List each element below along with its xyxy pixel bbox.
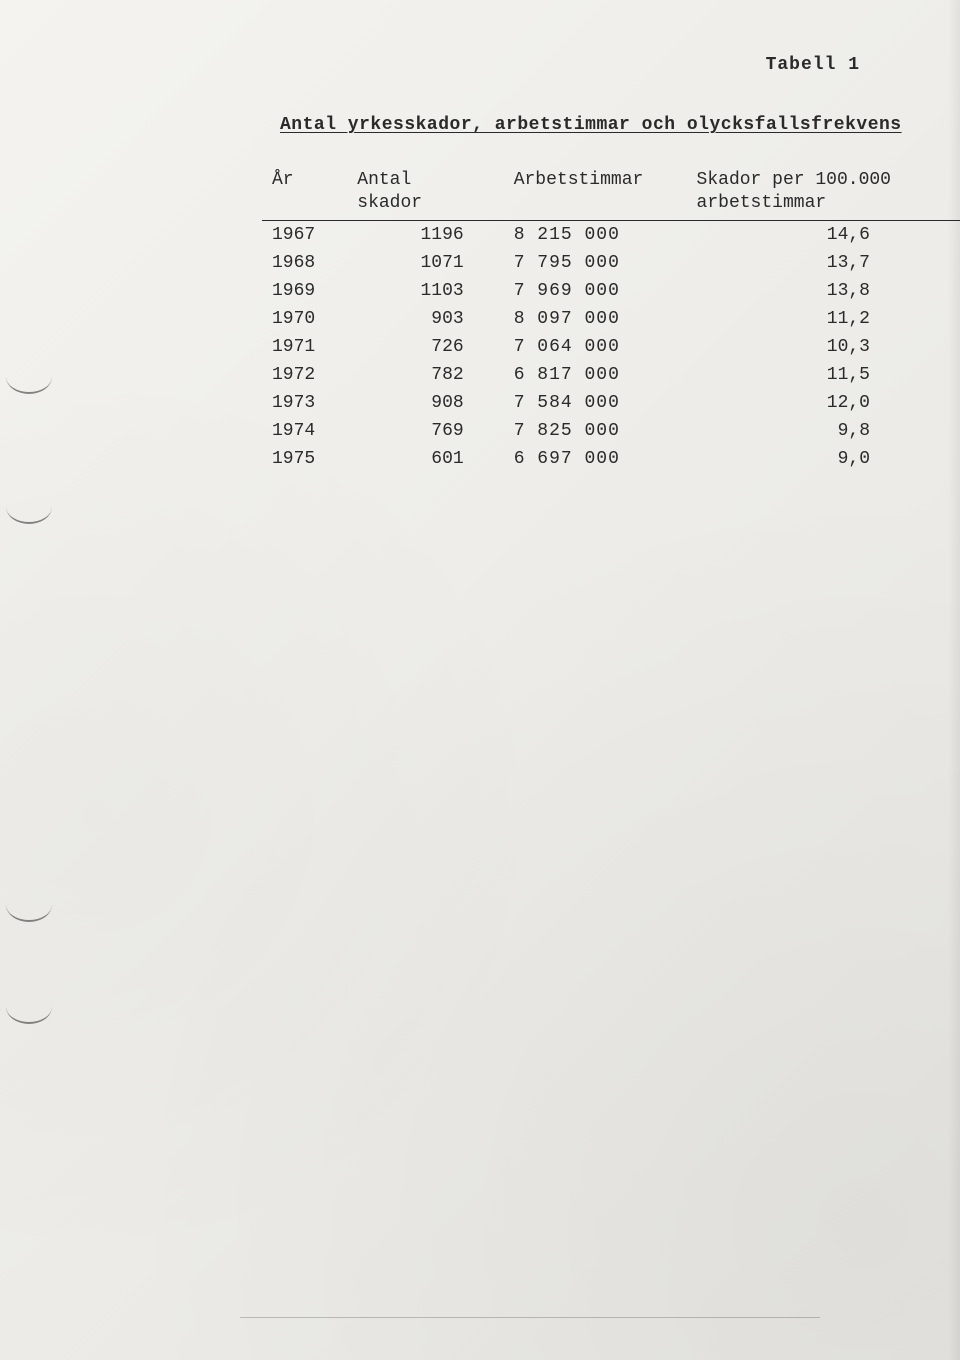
table-row: 1974 769 7 825 000 9,8 [262,417,960,445]
col-header-year: År [262,165,347,221]
cell-year: 1969 [262,277,347,305]
table-title: Antal yrkesskador, arbetstimmar och olyc… [280,115,902,135]
table-row: 1972 782 6 817 000 11,5 [262,361,960,389]
data-table: År Antalskador Arbetstimmar Skador per 1… [262,165,960,473]
cell-hours: 8 097 000 [504,305,687,333]
cell-count: 769 [347,417,503,445]
col-header-rate: Skador per 100.000arbetstimmar [687,165,960,221]
cell-rate: 9,8 [687,417,960,445]
cell-count: 1196 [347,221,503,250]
cell-hours: 7 795 000 [504,249,687,277]
cell-rate: 13,7 [687,249,960,277]
table-row: 1970 903 8 097 000 11,2 [262,305,960,333]
cell-year: 1971 [262,333,347,361]
cell-hours: 6 697 000 [504,445,687,473]
col-header-count: Antalskador [347,165,503,221]
cell-year: 1975 [262,445,347,473]
cell-year: 1972 [262,361,347,389]
cell-rate: 11,5 [687,361,960,389]
col-header-hours: Arbetstimmar [504,165,687,221]
cell-count: 782 [347,361,503,389]
cell-year: 1973 [262,389,347,417]
binding-mark-icon [6,500,52,524]
cell-hours: 8 215 000 [504,221,687,250]
table-body: 1967 1196 8 215 000 14,6 1968 1071 7 795… [262,221,960,474]
cell-rate: 13,8 [687,277,960,305]
table-header: År Antalskador Arbetstimmar Skador per 1… [262,165,960,221]
table-row: 1967 1196 8 215 000 14,6 [262,221,960,250]
cell-rate: 9,0 [687,445,960,473]
cell-rate: 12,0 [687,389,960,417]
cell-count: 1071 [347,249,503,277]
cell-year: 1967 [262,221,347,250]
cell-rate: 14,6 [687,221,960,250]
cell-hours: 7 064 000 [504,333,687,361]
cell-hours: 7 584 000 [504,389,687,417]
cell-rate: 10,3 [687,333,960,361]
table-number-label: Tabell 1 [766,55,860,75]
cell-count: 726 [347,333,503,361]
cell-count: 1103 [347,277,503,305]
table-row: 1968 1071 7 795 000 13,7 [262,249,960,277]
cell-year: 1968 [262,249,347,277]
table-row: 1971 726 7 064 000 10,3 [262,333,960,361]
table-row: 1975 601 6 697 000 9,0 [262,445,960,473]
cell-count: 908 [347,389,503,417]
cell-count: 903 [347,305,503,333]
cell-hours: 7 969 000 [504,277,687,305]
table-row: 1969 1103 7 969 000 13,8 [262,277,960,305]
cell-year: 1970 [262,305,347,333]
cell-hours: 6 817 000 [504,361,687,389]
binding-mark-icon [6,370,52,394]
cell-count: 601 [347,445,503,473]
scanned-page: Tabell 1 Antal yrkesskador, arbetstimmar… [0,0,960,1360]
binding-mark-icon [6,1000,52,1024]
cell-hours: 7 825 000 [504,417,687,445]
cell-year: 1974 [262,417,347,445]
cell-rate: 11,2 [687,305,960,333]
page-footer-rule [240,1317,820,1318]
binding-mark-icon [6,898,52,922]
table-row: 1973 908 7 584 000 12,0 [262,389,960,417]
table-header-row: År Antalskador Arbetstimmar Skador per 1… [262,165,960,221]
